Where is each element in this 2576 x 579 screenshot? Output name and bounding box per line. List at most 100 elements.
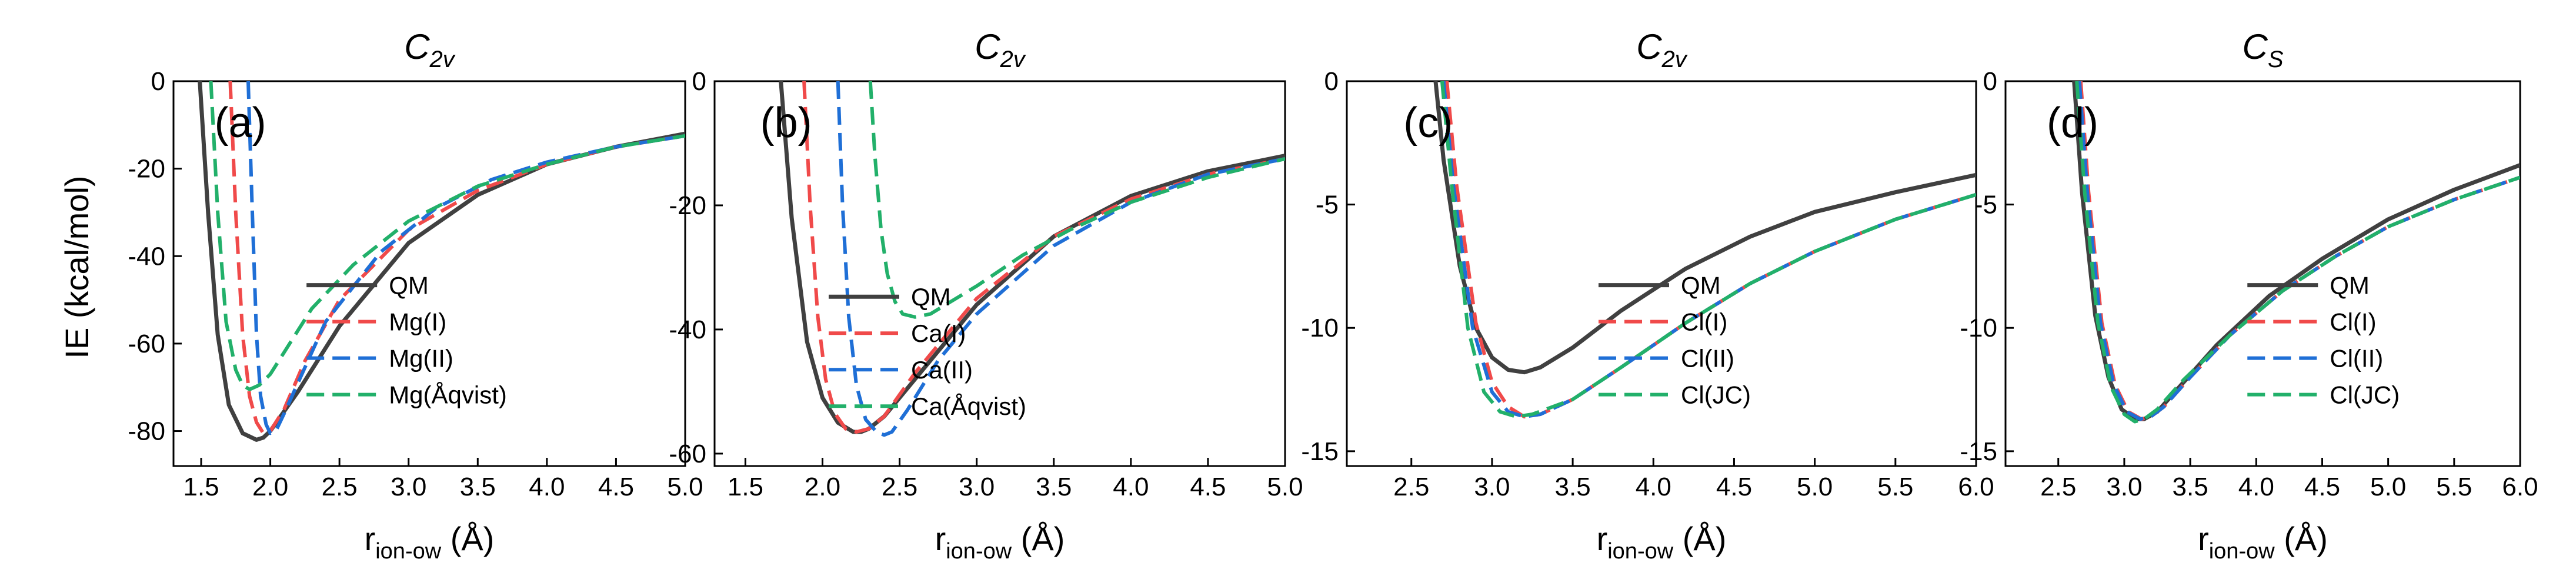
legend-entry: Cl(I) [2330,308,2376,336]
y-tick-label: -20 [128,155,165,184]
series-line-cl-ii- [2077,81,2520,421]
legend-entry: Cl(II) [2330,345,2383,372]
series-line-qm [1433,81,1976,375]
x-tick-label: 4.0 [2238,472,2274,501]
x-tick-label: 4.0 [529,472,565,501]
y-tick-label: -15 [1301,437,1339,466]
y-tick-label: -10 [1960,314,1997,342]
plot-frame [172,80,686,467]
legend: QM Cl(I) Cl(II) Cl(JC) [1599,272,1751,409]
panel-label: (c) [1403,99,1453,147]
panel-label: (d) [2047,99,2098,147]
x-tick-label: 4.5 [1190,472,1226,501]
x-tick-label: 4.0 [1636,472,1671,501]
panel-title: CS [2242,27,2283,72]
x-tick-label: 2.0 [805,472,840,501]
y-tick-label: 0 [692,67,706,96]
y-tick-label: -40 [669,315,706,344]
y-tick-label: -15 [1960,437,1997,466]
series-line-mg-qvist- [209,81,685,391]
series-group [779,81,1285,437]
y-tick-label: -40 [128,242,165,271]
x-tick-label: 3.5 [1555,472,1591,501]
legend: QM Mg(I) Mg(II) Mg(Åqvist) [306,272,507,409]
y-tick-label: -20 [669,191,706,220]
x-tick-label: 6.0 [1958,472,1994,501]
plot-frame [2004,80,2521,467]
x-tick-label: 4.0 [1113,472,1149,501]
x-tick-label: 4.5 [598,472,634,501]
legend-entry: QM [1681,272,1721,300]
legend-entry: Cl(JC) [2330,381,2400,409]
legend-entry: Mg(I) [389,308,446,336]
series-line-cl-jc- [1440,81,1976,419]
x-tick-label: 3.0 [391,472,426,501]
legend-entry: Mg(Åqvist) [389,381,507,409]
x-tick-label: 2.5 [1393,472,1429,501]
panel-label: (b) [760,99,812,147]
chart-panel-a: C2v 1.5 2.0 2.5 3.0 3.5 4.0 4.5 5.0 0 -20 -40 -60 -80… [128,27,703,564]
legend-entry: Cl(II) [1681,345,1734,372]
x-tick-label: 5.5 [1877,472,1913,501]
x-axis-label: rion-ow (Å) [1597,520,1727,564]
series-group [198,81,685,442]
panel-label: (a) [215,99,266,147]
x-tick-label: 1.5 [183,472,219,501]
x-tick-label: 5.0 [2370,472,2406,501]
x-tick-label: 5.0 [667,472,703,501]
x-tick-label: 2.0 [252,472,288,501]
y-axis-label: IE (kcal/mol) [58,175,95,358]
x-tick-label: 4.5 [1716,472,1752,501]
chart-panel-c: C2v 2.5 3.0 3.5 4.0 4.5 5.0 5.5 6.0 0 -5 -10 -15 rion… [1301,27,1994,564]
series-group [1433,81,1976,419]
x-tick-label: 2.5 [2040,472,2076,501]
legend: QM Cl(I) Cl(II) Cl(JC) [2247,272,2400,409]
legend-entry: QM [2330,272,2370,300]
x-tick-label: 2.5 [882,472,917,501]
panel-title: C2v [404,27,456,72]
x-tick-label: 1.5 [728,472,763,501]
x-tick-label: 3.5 [1036,472,1072,501]
series-line-mg-ii- [246,81,685,435]
plot-frame [1346,80,1977,467]
x-tick-label: 5.0 [1797,472,1833,501]
series-line-ca-i- [802,81,1285,434]
legend-entry: Cl(JC) [1681,381,1751,409]
y-tick-label: 0 [1983,67,1997,96]
legend-entry: Ca(I) [911,320,966,347]
x-axis-label: rion-ow (Å) [935,520,1065,564]
legend-entry: Ca(II) [911,356,973,384]
series-line-ca-qvist- [868,81,1285,319]
y-tick-label: -80 [128,417,165,446]
x-tick-label: 3.5 [460,472,496,501]
panel-title: C2v [1636,27,1688,72]
chart-panel-d: CS 2.5 3.0 3.5 4.0 4.5 5.0 5.5 6.0 0 -5 -10 -15 rion-… [1960,27,2538,564]
x-tick-label: 2.5 [322,472,358,501]
x-tick-label: 5.5 [2436,472,2472,501]
legend-entry: QM [911,283,951,311]
y-tick-label: -60 [128,330,165,358]
x-axis-label: rion-ow (Å) [365,520,495,564]
y-tick-label: -60 [669,440,706,468]
y-tick-label: -10 [1301,314,1339,342]
series-line-ca-ii- [836,81,1285,437]
x-tick-label: 3.5 [2173,472,2208,501]
x-tick-label: 3.0 [2106,472,2142,501]
y-tick-label: -5 [1974,191,1997,219]
y-tick-label: 0 [151,67,165,96]
x-tick-label: 6.0 [2502,472,2538,501]
legend: QM Ca(I) Ca(II) Ca(Åqvist) [829,283,1026,420]
y-tick-label: -5 [1316,191,1339,219]
plot-frame [713,80,1286,467]
series-group [2072,81,2520,424]
series-line-cl-i- [2078,81,2520,421]
series-line-cl-jc- [2075,81,2520,424]
legend-entry: Cl(I) [1681,308,1727,336]
x-tick-label: 4.5 [2304,472,2340,501]
legend-entry: QM [389,272,429,300]
x-tick-label: 5.0 [1267,472,1303,501]
chart-panel-b: C2v 1.5 2.0 2.5 3.0 3.5 4.0 4.5 5.0 0 -20 -40 -60 rio… [669,27,1303,564]
y-tick-label: 0 [1324,67,1339,96]
x-tick-label: 3.0 [959,472,995,501]
